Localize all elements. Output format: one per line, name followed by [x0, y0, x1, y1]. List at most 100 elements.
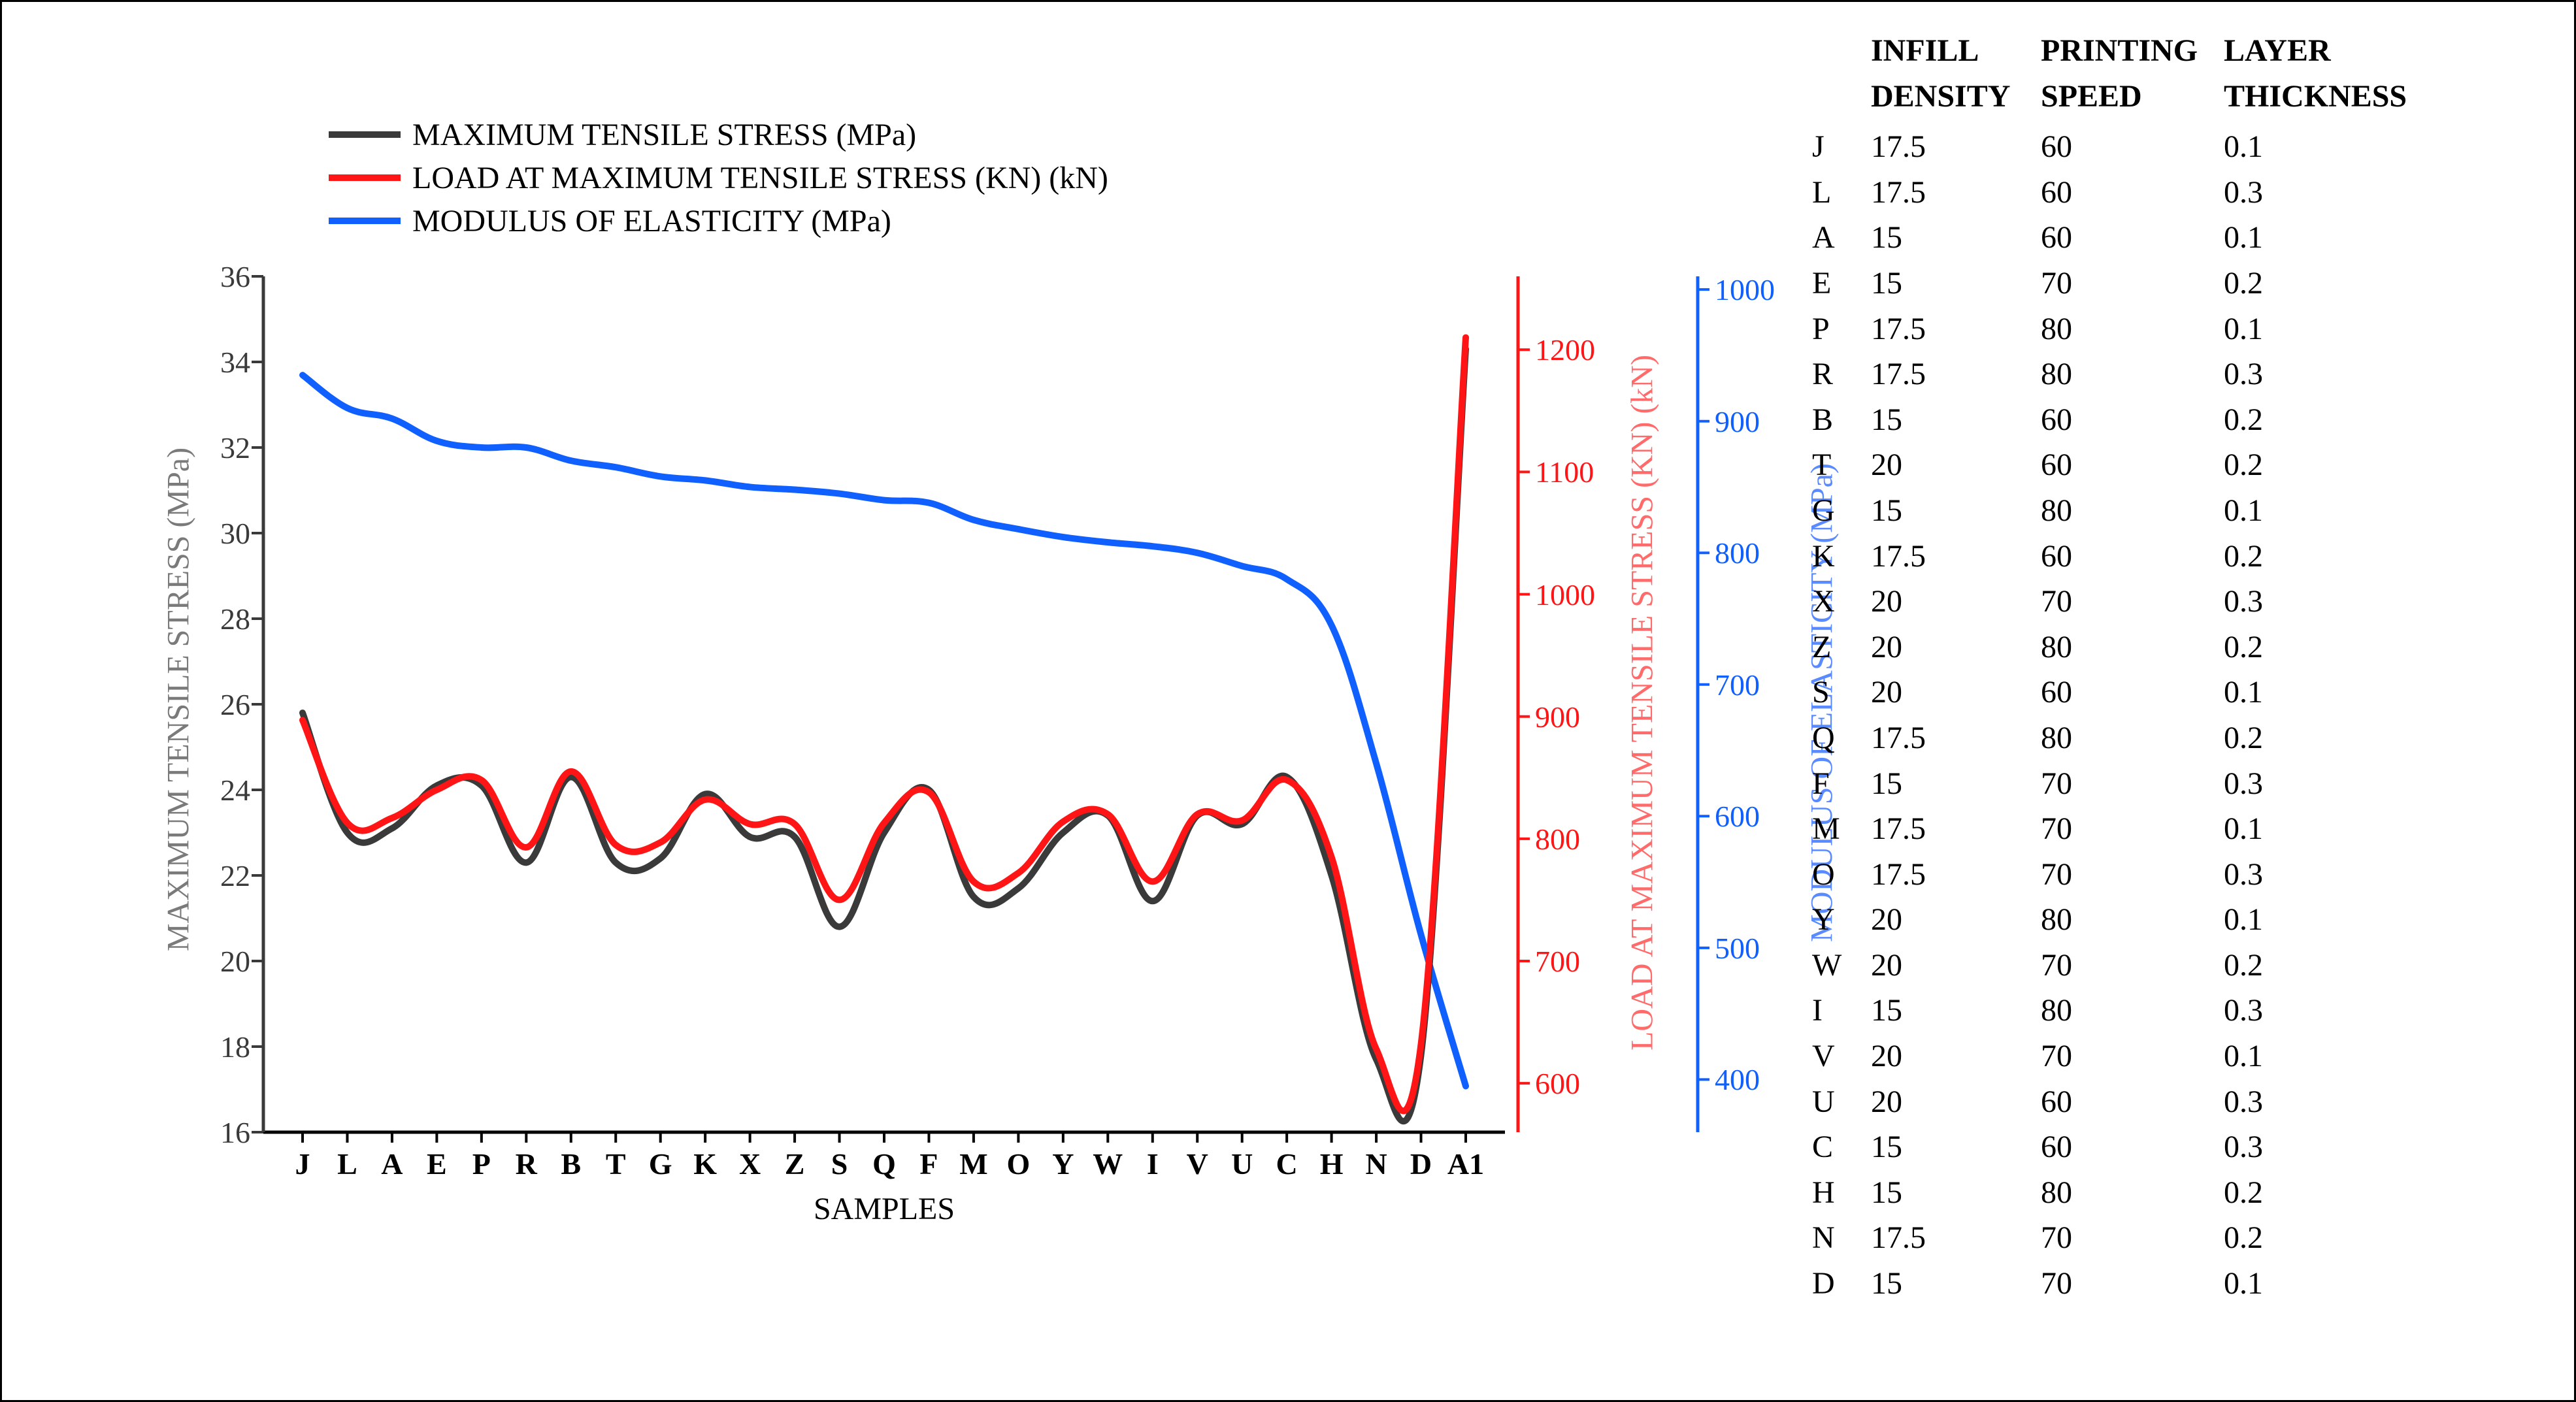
table-cell: 70: [2041, 1215, 2224, 1261]
legend-label: MODULUS OF ELASTICITY (MPa): [412, 203, 891, 239]
table-cell: M: [1812, 806, 1871, 852]
table-cell: V: [1812, 1034, 1871, 1079]
table-row: L17.5600.3: [1812, 170, 2426, 216]
table-row: W20700.2: [1812, 943, 2426, 988]
table-cell: 0.1: [2224, 806, 2426, 852]
table-cell: 15: [1871, 488, 2041, 534]
table-cell: 0.2: [2224, 442, 2426, 488]
header-speed-1: PRINTINGSPEED: [2041, 28, 2198, 119]
header-infill-1: INFILLDENSITY: [1871, 28, 2010, 119]
table-cell: 20: [1871, 625, 2041, 670]
x-tick-label: P: [472, 1147, 491, 1181]
x-tick-label: W: [1093, 1147, 1123, 1181]
table-cell: S: [1812, 670, 1871, 715]
x-tick-label: H: [1320, 1147, 1344, 1181]
table-cell: 80: [2041, 306, 2224, 352]
table-cell: 0.3: [2224, 351, 2426, 397]
y3-axis-zone: 4005006007008009001000: [1698, 276, 1776, 1132]
series-load: [303, 338, 1466, 1111]
x-tick-label: U: [1231, 1147, 1253, 1181]
table-cell: 20: [1871, 897, 2041, 943]
legend-swatch: [329, 174, 401, 181]
y1-tick-label: 32: [205, 431, 250, 465]
table-row: K17.5600.2: [1812, 534, 2426, 579]
x-tick-label: R: [516, 1147, 537, 1181]
table-cell: 20: [1871, 442, 2041, 488]
y2-axis-label: LOAD AT MAXIMUM TENSILE STRESS (KN) (kN): [1625, 213, 1660, 1193]
legend-item: MODULUS OF ELASTICITY (MPa): [329, 199, 1108, 242]
table-row: C15600.3: [1812, 1124, 2426, 1170]
x-tick-label: S: [831, 1147, 848, 1181]
table-cell: 80: [2041, 625, 2224, 670]
table-cell: 0.2: [2224, 397, 2426, 443]
x-tick-label: T: [606, 1147, 626, 1181]
table-cell: J: [1812, 124, 1871, 170]
table-cell: 0.1: [2224, 1261, 2426, 1307]
table-row: R17.5800.3: [1812, 351, 2426, 397]
table-row: F15700.3: [1812, 761, 2426, 807]
table-cell: 20: [1871, 670, 2041, 715]
table-cell: 0.3: [2224, 761, 2426, 807]
table-cell: 60: [2041, 397, 2224, 443]
table-cell: 0.2: [2224, 1170, 2426, 1216]
y1-tick-label: 28: [205, 602, 250, 636]
header-line: LAYER: [2224, 28, 2407, 74]
table-cell: 70: [2041, 761, 2224, 807]
table-row: B15600.2: [1812, 397, 2426, 443]
table-row: H15800.2: [1812, 1170, 2426, 1216]
y1-tick-label: 16: [205, 1115, 250, 1150]
table-cell: 0.3: [2224, 1079, 2426, 1125]
y2-tick-label: 700: [1535, 944, 1580, 979]
table-cell: 0.1: [2224, 215, 2426, 261]
x-tick-label: A: [381, 1147, 403, 1181]
series-modulus: [303, 375, 1466, 1086]
y2-tick-label: 900: [1535, 700, 1580, 734]
table-cell: 0.3: [2224, 579, 2426, 625]
table-cell: 80: [2041, 897, 2224, 943]
table-cell: D: [1812, 1261, 1871, 1307]
y3-tick-label: 500: [1715, 931, 1760, 966]
legend: MAXIMUM TENSILE STRESS (MPa)LOAD AT MAXI…: [329, 113, 1108, 242]
table-cell: 17.5: [1871, 170, 2041, 216]
table-cell: 17.5: [1871, 351, 2041, 397]
table-cell: 0.2: [2224, 715, 2426, 761]
table-row: S20600.1: [1812, 670, 2426, 715]
x-tick-label: Z: [785, 1147, 805, 1181]
table-cell: 60: [2041, 170, 2224, 216]
y3-tick-label: 400: [1715, 1062, 1760, 1097]
header-line: INFILL: [1871, 28, 2010, 74]
x-tick-label: N: [1365, 1147, 1387, 1181]
table-cell: 0.2: [2224, 534, 2426, 579]
table-row: M17.5700.1: [1812, 806, 2426, 852]
table-cell: 70: [2041, 806, 2224, 852]
table-cell: 80: [2041, 988, 2224, 1034]
table-row: P17.5800.1: [1812, 306, 2426, 352]
table-cell: 0.1: [2224, 306, 2426, 352]
col-layer-header: LAYERTHICKNESS: [2224, 28, 2426, 124]
table-cell: 15: [1871, 1124, 2041, 1170]
table-cell: 15: [1871, 397, 2041, 443]
legend-label: MAXIMUM TENSILE STRESS (MPa): [412, 117, 916, 153]
table-cell: 70: [2041, 1034, 2224, 1079]
x-tick-label: L: [337, 1147, 357, 1181]
y1-tick-label: 26: [205, 687, 250, 722]
plot-area: MAXIMUM TENSILE STRESS (MPa) SAMPLES 161…: [263, 276, 1505, 1132]
table-cell: 0.1: [2224, 897, 2426, 943]
table-cell: 0.3: [2224, 988, 2426, 1034]
y1-tick-label: 36: [205, 259, 250, 294]
y3-tick-label: 800: [1715, 536, 1760, 570]
table-cell: 80: [2041, 1170, 2224, 1216]
table-cell: Q: [1812, 715, 1871, 761]
table-cell: K: [1812, 534, 1871, 579]
table-cell: E: [1812, 261, 1871, 306]
table-cell: Y: [1812, 897, 1871, 943]
y1-tick-label: 30: [205, 516, 250, 551]
table-cell: 70: [2041, 1261, 2224, 1307]
parameters-table-pane: INFILLDENSITY PRINTINGSPEED LAYERTHICKNE…: [1806, 2, 2574, 1400]
x-tick-label: J: [295, 1147, 310, 1181]
chart-pane: MAXIMUM TENSILE STRESS (MPa) LOAD AT MAXI…: [2, 2, 1806, 1400]
table-row: U20600.3: [1812, 1079, 2426, 1125]
y2-tick-label: 1000: [1535, 578, 1595, 612]
table-row: O17.5700.3: [1812, 852, 2426, 898]
table-cell: 17.5: [1871, 806, 2041, 852]
